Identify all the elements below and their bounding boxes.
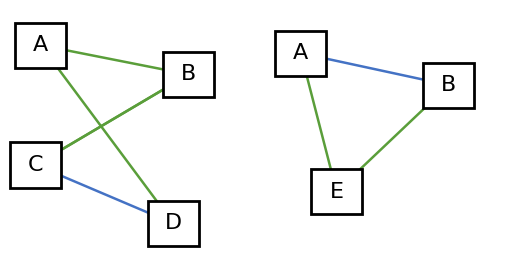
FancyBboxPatch shape xyxy=(163,52,214,97)
Text: C: C xyxy=(28,155,43,175)
FancyBboxPatch shape xyxy=(10,142,61,188)
FancyBboxPatch shape xyxy=(422,63,473,108)
Text: B: B xyxy=(181,64,196,85)
FancyBboxPatch shape xyxy=(275,31,326,76)
FancyBboxPatch shape xyxy=(310,169,361,214)
Text: A: A xyxy=(33,35,48,55)
FancyBboxPatch shape xyxy=(15,23,66,68)
FancyBboxPatch shape xyxy=(148,201,199,246)
Text: B: B xyxy=(440,75,456,95)
Text: E: E xyxy=(329,181,343,202)
Text: D: D xyxy=(164,213,182,234)
Text: A: A xyxy=(293,43,308,63)
